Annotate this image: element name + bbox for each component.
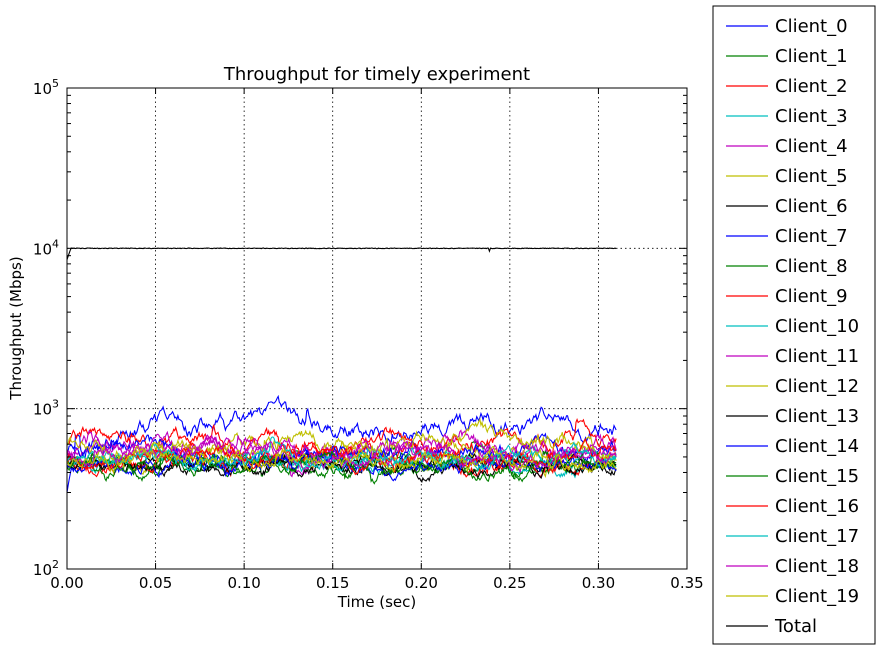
x-tick-label: 0.00 bbox=[50, 574, 83, 592]
legend-label-client-10: Client_10 bbox=[775, 316, 859, 337]
x-tick-label: 0.15 bbox=[316, 574, 349, 592]
legend-box bbox=[712, 5, 876, 645]
legend-label-client-14: Client_14 bbox=[775, 436, 859, 457]
x-tick-label: 0.10 bbox=[227, 574, 260, 592]
axis-ticks: 0.00 0.05 0.10 0.15 0.20 0.25 0.30 0.35 102 103 10… bbox=[33, 77, 704, 592]
series-line-client-19 bbox=[66, 445, 617, 475]
y-tick-label: 103 bbox=[33, 398, 59, 419]
legend-label-client-18: Client_18 bbox=[775, 556, 859, 577]
legend-label-client-9: Client_9 bbox=[775, 286, 848, 307]
grid bbox=[67, 88, 687, 569]
x-tick-label: 0.05 bbox=[139, 574, 172, 592]
legend-label-client-8: Client_8 bbox=[775, 256, 848, 277]
y-tick-label: 102 bbox=[33, 558, 59, 579]
series-line-client-11 bbox=[66, 429, 617, 471]
legend-label-client-13: Client_13 bbox=[775, 406, 859, 427]
legend-label-client-6: Client_6 bbox=[775, 196, 848, 217]
series-line-total bbox=[66, 247, 617, 260]
series-line-client-17 bbox=[66, 436, 617, 473]
legend-label-client-12: Client_12 bbox=[775, 376, 859, 397]
legend-label-client-0: Client_0 bbox=[775, 16, 848, 37]
y-tick-label: 104 bbox=[33, 237, 59, 258]
series-group bbox=[66, 247, 617, 493]
x-axis-label: Time (sec) bbox=[337, 593, 416, 611]
legend-label-total: Total bbox=[774, 616, 817, 637]
legend-items: Client_0 Client_1 Client_2 Client_3 Client_4… bbox=[726, 16, 859, 637]
x-tick-label: 0.35 bbox=[670, 574, 703, 592]
y-axis-label: Throughput (Mbps) bbox=[7, 256, 25, 400]
plot-area-frame bbox=[66, 87, 688, 570]
legend-label-client-7: Client_7 bbox=[775, 226, 848, 247]
series-line-client-0 bbox=[66, 394, 617, 493]
legend-label-client-15: Client_15 bbox=[775, 466, 859, 487]
series-line-client-12 bbox=[66, 417, 617, 463]
series-line-client-15 bbox=[66, 449, 617, 485]
series-line-client-16 bbox=[66, 438, 617, 476]
y-tick-label: 105 bbox=[33, 77, 59, 98]
chart-title: Throughput for timely experiment bbox=[223, 64, 530, 85]
legend-label-client-1: Client_1 bbox=[775, 46, 848, 67]
legend-label-client-16: Client_16 bbox=[775, 496, 859, 517]
legend: Client_0 Client_1 Client_2 Client_3 Client_4… bbox=[712, 5, 876, 645]
legend-label-client-11: Client_11 bbox=[775, 346, 859, 367]
x-tick-label: 0.25 bbox=[493, 574, 526, 592]
legend-label-client-5: Client_5 bbox=[775, 166, 848, 187]
legend-label-client-19: Client_19 bbox=[775, 586, 859, 607]
legend-label-client-17: Client_17 bbox=[775, 526, 859, 547]
legend-label-client-4: Client_4 bbox=[775, 136, 848, 157]
x-tick-label: 0.30 bbox=[582, 574, 615, 592]
x-tick-label: 0.20 bbox=[405, 574, 438, 592]
legend-label-client-3: Client_3 bbox=[775, 106, 848, 127]
legend-label-client-2: Client_2 bbox=[775, 76, 848, 97]
